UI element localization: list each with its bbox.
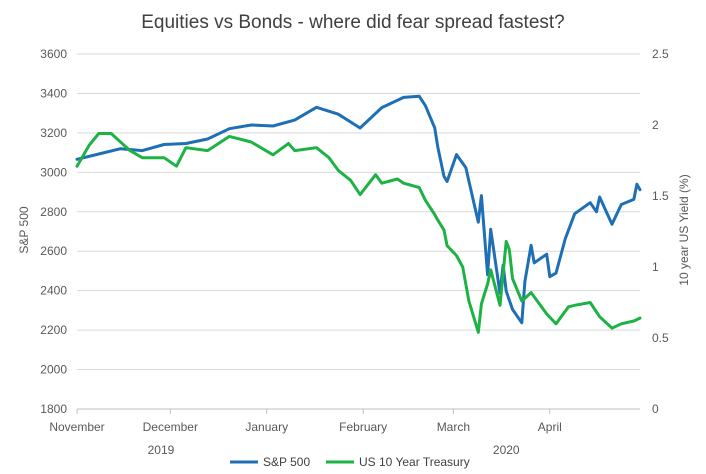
x-tick-label: November [49, 420, 104, 434]
left-tick-label: 3200 [40, 126, 67, 140]
treasury-line [75, 132, 642, 334]
x-tick-label: December [143, 420, 198, 434]
sp500-line [75, 94, 642, 325]
right-tick-label: 1.5 [652, 189, 669, 203]
left-tick-label: 1800 [40, 402, 67, 416]
series-lines [75, 94, 642, 334]
left-tick-label: 2600 [40, 244, 67, 258]
left-tick-label: 2800 [40, 205, 67, 219]
legend: S&P 500 US 10 Year Treasury [230, 455, 470, 469]
right-tick-label: 0 [652, 402, 659, 416]
left-tick-label: 3600 [40, 47, 67, 61]
right-axis-ticks: 0 0.5 1 1.5 2 2.5 [652, 47, 669, 416]
left-tick-label: 2200 [40, 323, 67, 337]
left-tick-label: 3000 [40, 165, 67, 179]
legend-item-treasury-label: US 10 Year Treasury [359, 455, 470, 469]
x-axis-ticks: November December January February March Apri… [49, 408, 640, 457]
left-tick-label: 2400 [40, 284, 67, 298]
x-year-label: 2019 [148, 443, 175, 457]
right-tick-label: 2 [652, 118, 659, 132]
x-year-label: 2020 [493, 443, 520, 457]
right-tick-label: 0.5 [652, 331, 669, 345]
x-tick-label: January [245, 420, 288, 434]
chart-title: Equities vs Bonds - where did fear sprea… [141, 12, 565, 33]
legend-item-sp500-label: S&P 500 [263, 455, 310, 469]
left-tick-label: 2000 [40, 363, 67, 377]
right-tick-label: 2.5 [652, 47, 669, 61]
x-tick-label: April [538, 420, 562, 434]
right-tick-label: 1 [652, 260, 659, 274]
x-tick-label: February [339, 420, 387, 434]
left-axis-ticks: 1800 2000 2200 2400 2600 2800 3000 3200 3400 3600 [40, 47, 67, 416]
x-tick-label: March [437, 420, 470, 434]
left-tick-label: 3400 [40, 86, 67, 100]
right-axis-title: 10 year US Yield (%) [677, 174, 691, 285]
left-axis-title: S&P 500 [17, 206, 31, 253]
gridlines [77, 53, 640, 410]
